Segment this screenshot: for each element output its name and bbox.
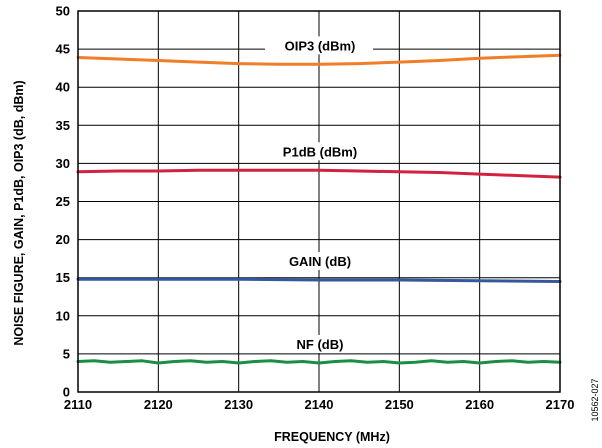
series-line-0 xyxy=(76,53,562,66)
figure-id: 10562-027 xyxy=(590,378,600,421)
x-tick-label: 2170 xyxy=(546,397,575,412)
y-tick-label: 20 xyxy=(56,232,70,247)
y-tick-label: 25 xyxy=(56,194,70,209)
series-labels: OIP3 (dBm) P1dB (dBm) GAIN (dB) NF (dB) xyxy=(265,36,373,354)
tick-labels: 0 5 10 15 20 25 30 35 40 45 50 2110 2120 2130 2140 2150… xyxy=(56,4,575,413)
series-label-bg xyxy=(265,251,373,270)
x-tick-label: 2110 xyxy=(64,397,92,412)
y-tick-label: 30 xyxy=(56,156,70,171)
series-label-bg xyxy=(265,335,373,354)
series-label-bg xyxy=(265,142,373,161)
plot-frame xyxy=(77,10,561,393)
series-line-2 xyxy=(76,277,562,283)
series-label-0: OIP3 (dBm) xyxy=(285,38,356,53)
y-tick-label: 50 xyxy=(56,4,70,19)
grid xyxy=(77,10,561,393)
x-tick-label: 2160 xyxy=(465,397,494,412)
y-tick-label: 40 xyxy=(56,80,70,95)
series-lines xyxy=(76,53,562,365)
series-label-2: GAIN (dB) xyxy=(289,254,351,269)
series-label-bg xyxy=(265,36,373,55)
y-tick-label: 10 xyxy=(56,308,70,323)
y-tick-label: 5 xyxy=(63,346,70,361)
y-tick-label: 35 xyxy=(56,118,70,133)
x-tick-label: 2140 xyxy=(305,397,334,412)
x-tick-label: 2130 xyxy=(224,397,253,412)
x-axis-title: FREQUENCY (MHz) xyxy=(274,430,390,444)
series-line-1 xyxy=(76,168,562,179)
x-tick-label: 2150 xyxy=(385,397,414,412)
y-tick-label: 15 xyxy=(56,270,70,285)
y-tick-label: 45 xyxy=(56,42,70,57)
y-axis-title: NOISE FIGURE, GAIN, P1dB, OIP3 (dB, dBm) xyxy=(12,80,26,345)
series-line-3 xyxy=(76,359,562,365)
x-tick-label: 2120 xyxy=(144,397,173,412)
series-label-3: NF (dB) xyxy=(297,337,344,352)
y-tick-label: 0 xyxy=(63,385,70,400)
series-label-1: P1dB (dBm) xyxy=(283,144,357,159)
